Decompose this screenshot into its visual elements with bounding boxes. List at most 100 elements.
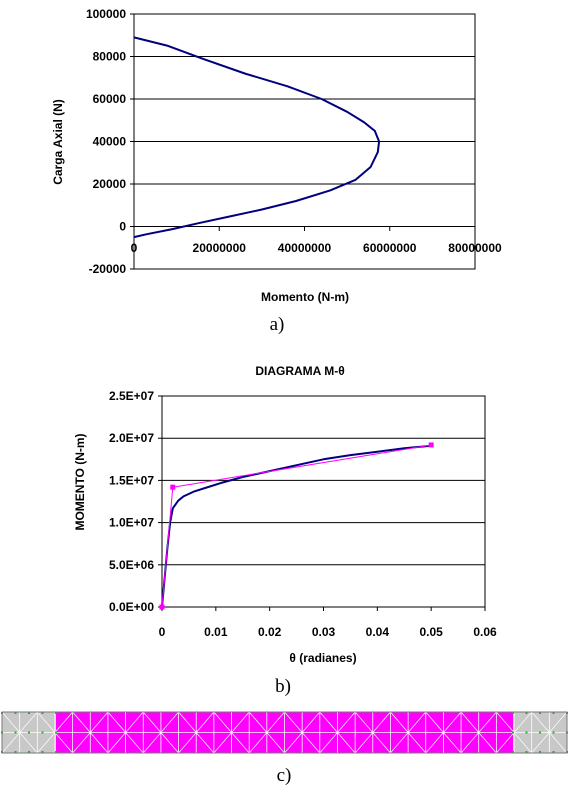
- chart-a-series: [133, 36, 381, 239]
- mesh-diagonal: [160, 732, 179, 754]
- chart-a-caption: a): [270, 314, 285, 335]
- mesh-diagonal: [284, 732, 303, 754]
- chart-b-grid: [162, 437, 485, 566]
- mesh-diagonal: [531, 711, 550, 733]
- chartB-y-tick-label: 5.0E+06: [109, 558, 154, 572]
- mesh-node: [552, 751, 555, 753]
- mesh-diagonal: [549, 711, 568, 733]
- mesh-diagonal: [301, 711, 321, 733]
- chartB-y-tick-label: 1.0E+07: [109, 516, 154, 530]
- chartA-y-tick-label: 100000: [86, 7, 126, 21]
- chartA-y-tick-label: 80000: [93, 50, 127, 64]
- chartB-x-tick-label: 0.05: [419, 625, 443, 639]
- mesh-diagonal: [301, 732, 321, 754]
- mesh-diagonal: [195, 732, 215, 754]
- chartA-y-tick-label: -20000: [89, 262, 127, 276]
- mesh-node: [14, 712, 17, 714]
- chart-b-y-ticks: 0.0E+00 5.0E+06 1.0E+07 1.5E+07 2.0E+07 2.5E+…: [109, 389, 162, 614]
- mesh-diagonal: [266, 711, 285, 733]
- mesh-diagonal: [337, 711, 356, 733]
- chartB-y-tick-label: 2.5E+07: [109, 389, 154, 403]
- mesh-node: [525, 751, 528, 753]
- chartB-series-line-0: [161, 444, 432, 608]
- mesh-node: [41, 731, 44, 734]
- mesh-diagonal: [248, 732, 268, 754]
- mesh-node: [512, 751, 514, 753]
- mesh-node: [552, 712, 555, 714]
- mesh-diagonal: [231, 711, 250, 733]
- mesh-node: [552, 731, 555, 734]
- mesh-diagonal: [496, 711, 515, 733]
- mesh-diagonal: [513, 732, 532, 754]
- mesh-diagonal: [54, 711, 73, 733]
- mesh-diagonal: [425, 711, 444, 733]
- mesh-node: [41, 712, 44, 714]
- mesh-diagonal: [19, 711, 38, 733]
- chartA-x-tick-label: 0: [131, 241, 138, 255]
- mesh-diagonal: [284, 711, 303, 733]
- mesh-node: [28, 712, 30, 714]
- mesh-diagonal: [354, 711, 374, 733]
- mesh-diagonal: [72, 711, 91, 733]
- mesh-diagonal: [1, 732, 20, 754]
- mesh-diagonal: [443, 732, 462, 754]
- chartB-x-tick-label: 0.02: [258, 625, 282, 639]
- mesh-diagonal: [460, 732, 479, 754]
- mesh-diagonal: [478, 711, 497, 733]
- mesh-diagonal: [1, 711, 20, 733]
- mesh-node: [525, 731, 528, 734]
- mesh-diagonal: [107, 711, 126, 733]
- chart-b-x-ticks: 0 0.01 0.02 0.03 0.04 0.05 0.06: [159, 607, 497, 639]
- mesh-diagonal: [125, 711, 144, 733]
- mesh-diagonal: [90, 711, 109, 733]
- mesh-node: [512, 731, 514, 734]
- chartA-x-tick-label: 40000000: [278, 241, 332, 255]
- chart-a-grid: [134, 56, 475, 227]
- chart-axial-moment: -20000 0 20000 40000 60000 80000 100000 0 20000…: [51, 7, 502, 335]
- chartB-series-point: [170, 484, 176, 490]
- mesh-node: [55, 731, 57, 734]
- mesh-diagonal: [37, 711, 56, 733]
- mesh-diagonal: [125, 732, 144, 754]
- mesh-diagonal: [107, 732, 126, 754]
- chartB-x-tick-label: 0.06: [473, 625, 497, 639]
- chart-b-x-axis-label: θ (radianes): [289, 651, 356, 665]
- mesh-diagonal: [407, 711, 427, 733]
- mesh-diagonal: [213, 732, 232, 754]
- finite-element-mesh: [1, 711, 568, 754]
- mesh-diagonal: [178, 711, 197, 733]
- mesh-diagonal: [407, 732, 427, 754]
- mesh-diagonal: [531, 732, 550, 754]
- chart-a-x-axis-label: Momento (N-m): [261, 290, 349, 304]
- chartA-y-tick-label: 0: [119, 220, 126, 234]
- mesh-diagonal: [460, 711, 479, 733]
- mesh-node: [28, 731, 30, 734]
- mesh-diagonal: [142, 711, 162, 733]
- mesh-diagonal: [478, 732, 497, 754]
- mesh-diagonal: [142, 732, 162, 754]
- chart-moment-rotation: DIAGRAMA M-θ 0.0E+00 5.0E+06 1.0E+07 1.5E+0…: [73, 364, 497, 697]
- mesh-node: [512, 712, 514, 714]
- mesh-node: [14, 751, 17, 753]
- mesh-diagonal: [390, 711, 409, 733]
- chartA-y-tick-label: 20000: [93, 177, 127, 191]
- mesh-node: [14, 731, 17, 734]
- mesh-border: [1, 711, 568, 754]
- chart-b-caption: b): [275, 676, 291, 697]
- chartB-series-point: [428, 442, 434, 448]
- mesh-diagonal: [372, 732, 391, 754]
- chart-a-y-axis-label: Carga Axial (N): [51, 99, 65, 185]
- mesh-diagonal: [19, 732, 38, 754]
- chart-b-plot-frame: [161, 395, 486, 608]
- chartA-x-tick-label: 60000000: [363, 241, 417, 255]
- mesh-diagonal: [496, 732, 515, 754]
- mesh-diagonal: [178, 732, 197, 754]
- chartB-series-line-1: [161, 444, 432, 608]
- chartA-x-tick-label: 20000000: [193, 241, 247, 255]
- mesh-diagonal: [72, 732, 91, 754]
- mesh-diagonal: [266, 732, 285, 754]
- chartB-series-point: [159, 604, 165, 610]
- mesh-diagonal: [337, 732, 356, 754]
- chart-a-y-ticks: -20000 0 20000 40000 60000 80000 100000: [86, 7, 134, 276]
